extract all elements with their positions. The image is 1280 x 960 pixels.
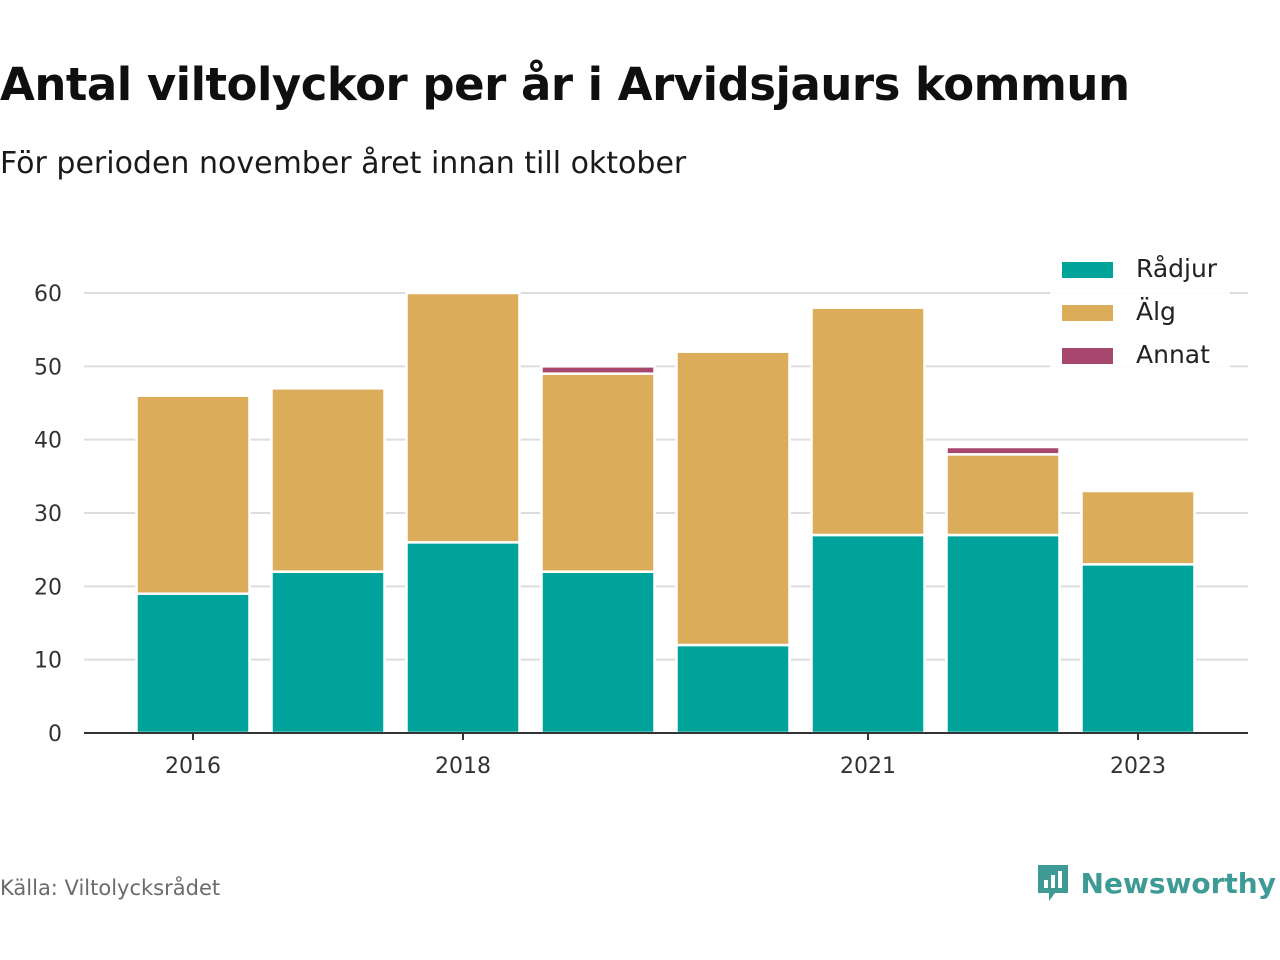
bar-2021-series-1: [810, 306, 926, 537]
bar-2022-series-1: [945, 453, 1061, 537]
bar-2020-series-1: [675, 350, 791, 647]
y-tick-label: 0: [48, 722, 62, 747]
brand-logo: Newsworthy: [1035, 862, 1276, 904]
x-tick-label: 2018: [435, 754, 491, 779]
legend-swatch: [1062, 348, 1113, 364]
legend-swatch: [1062, 262, 1113, 278]
y-tick-label: 40: [34, 429, 62, 454]
y-tick-label: 20: [34, 575, 62, 600]
y-tick-label: 10: [34, 649, 62, 674]
bar-2016-series-0: [135, 592, 251, 735]
stacked-bar-chart: 0 10 20 30 40 50 60 2016 2018 2021 2023 Rådjur Älg…: [34, 248, 1248, 779]
bar-2017-series-1: [270, 387, 386, 573]
bar-2019-series-1: [540, 372, 656, 573]
bar-2016-series-1: [135, 394, 251, 595]
x-tick-label: 2021: [840, 754, 896, 779]
legend-label: Annat: [1136, 340, 1210, 369]
chart-title: Antal viltolyckor per år i Arvidsjaurs k…: [0, 58, 1130, 111]
bar-2023-series-0: [1080, 563, 1196, 735]
bars: [135, 291, 1196, 735]
y-axis-ticks: 0 10 20 30 40 50 60: [34, 282, 62, 747]
newsworthy-logo-icon: [1037, 865, 1068, 901]
source-note: Källa: Viltolycksrådet: [0, 876, 221, 900]
bar-2017-series-0: [270, 570, 386, 735]
bar-2018-series-1: [405, 291, 521, 544]
bar-2022-series-2: [945, 445, 1061, 456]
bar-2019-series-0: [540, 570, 656, 735]
x-axis-ticks: 2016 2018 2021 2023: [165, 733, 1166, 779]
legend-swatch: [1062, 305, 1113, 321]
bar-2020-series-0: [675, 643, 791, 735]
legend-label: Älg: [1136, 297, 1176, 326]
bar-2023-series-1: [1080, 489, 1196, 566]
bar-2021-series-0: [810, 533, 926, 735]
y-tick-label: 30: [34, 502, 62, 527]
chart-subtitle: För perioden november året innan till ok…: [0, 146, 687, 181]
legend-label: Rådjur: [1136, 254, 1218, 283]
legend: Rådjur Älg Annat: [1050, 248, 1230, 369]
bar-2019-series-2: [540, 365, 656, 375]
y-tick-label: 50: [34, 355, 62, 380]
x-tick-label: 2016: [165, 754, 221, 779]
bar-2018-series-0: [405, 541, 521, 735]
brand-name: Newsworthy: [1080, 866, 1276, 900]
bar-2022-series-0: [945, 533, 1061, 735]
y-tick-label: 60: [34, 282, 62, 307]
x-tick-label: 2023: [1110, 754, 1166, 779]
